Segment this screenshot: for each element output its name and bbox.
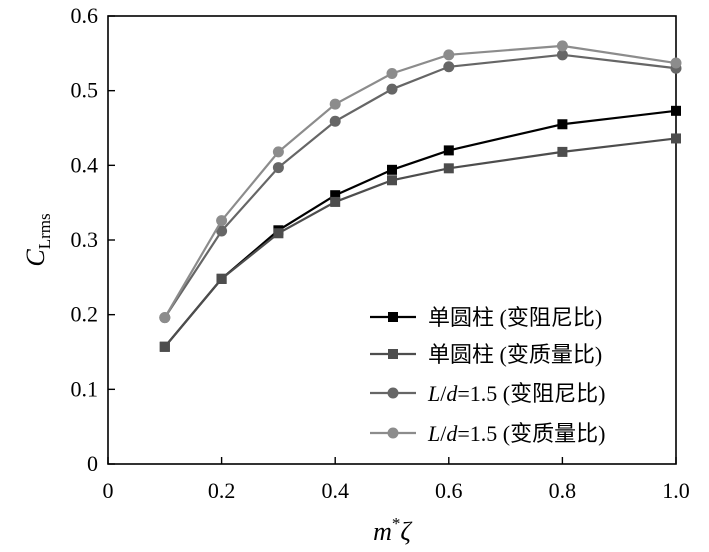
y-tick-label: 0.2 [71, 302, 99, 327]
data-point [556, 49, 568, 61]
y-tick-label: 0.5 [71, 78, 99, 103]
data-point [387, 164, 397, 175]
legend-item-3: L/d=1.5 (变质量比) [370, 421, 605, 446]
data-point [557, 146, 568, 157]
data-point [443, 49, 455, 61]
legend-label-1-suffix: (变质量比) [494, 342, 602, 367]
x-tick-label: 0.6 [435, 478, 463, 503]
data-point [443, 61, 455, 73]
data-point [272, 146, 284, 158]
x-tick-label: 0.4 [321, 478, 349, 503]
data-point [216, 215, 228, 227]
legend-label-3-l: L [427, 421, 440, 446]
series-2 [159, 49, 682, 324]
series-3 [159, 40, 682, 324]
data-point [671, 133, 681, 144]
legend-label-0: 单圆柱 (变阻尼比) [428, 305, 602, 331]
data-point [670, 57, 682, 69]
legend-label-3: L/d=1.5 (变质量比) [427, 421, 605, 446]
x-axis-title-tail: ζ [400, 517, 412, 546]
legend-label-1: 单圆柱 (变质量比) [428, 342, 602, 368]
series-layer [159, 40, 682, 352]
legend-label-2-suffix: =1.5 (变阻尼比) [457, 381, 605, 406]
legend-label-3-slash: / [440, 421, 447, 446]
legend: 单圆柱 (变阻尼比) 单圆柱 (变质量比) L/d=1.5 (变阻尼比) L/d… [370, 305, 605, 446]
data-point [216, 225, 228, 237]
series-line-3 [163, 44, 677, 319]
legend-item-0: 单圆柱 (变阻尼比) [370, 305, 602, 331]
x-tick-label: 1.0 [662, 478, 690, 503]
legend-label-2-l: L [427, 381, 440, 406]
y-tick-label: 0.4 [71, 152, 99, 177]
y-tick-label: 0.1 [71, 376, 99, 401]
data-point [443, 145, 454, 156]
data-point [330, 190, 341, 201]
legend-label-3-d: d [446, 421, 458, 446]
y-tick-label: 0.3 [71, 227, 99, 252]
legend-item-2: L/d=1.5 (变阻尼比) [370, 381, 605, 406]
y-tick-label: 0 [87, 451, 98, 476]
data-point [330, 196, 341, 207]
y-axis-title-sub: Lrms [35, 213, 54, 249]
data-point [216, 273, 227, 284]
x-axis-title-base: m [373, 517, 392, 546]
legend-label-0-prefix: 单圆柱 [428, 306, 494, 331]
series-0 [159, 105, 681, 352]
data-point [272, 162, 284, 174]
series-1 [159, 133, 681, 352]
data-point [159, 312, 171, 324]
data-point [387, 175, 397, 186]
x-axis-title: m*ζ [373, 514, 412, 546]
data-point [386, 67, 398, 79]
data-point [273, 228, 284, 239]
x-tick-label: 0.8 [549, 478, 577, 503]
y-axis-title: CLrms [21, 213, 54, 266]
y-axis-title-base: C [21, 249, 50, 267]
x-tick-label: 0.2 [208, 478, 236, 503]
legend-label-1-prefix: 单圆柱 [428, 343, 494, 368]
data-point [329, 98, 341, 110]
data-point [159, 341, 170, 352]
legend-label-2: L/d=1.5 (变阻尼比) [427, 381, 605, 406]
series-line-1 [163, 137, 677, 348]
data-point [671, 105, 681, 116]
data-point [329, 115, 341, 127]
legend-label-2-d: d [446, 381, 458, 406]
x-axis-title-sup: * [392, 514, 401, 533]
data-point [556, 40, 568, 52]
legend-label-3-suffix: =1.5 (变质量比) [457, 421, 605, 446]
data-point [386, 83, 398, 95]
data-point [443, 163, 454, 174]
data-point [557, 119, 568, 130]
series-line-2 [163, 53, 677, 319]
axis-ticks: 0 0.2 0.4 0.6 0.8 1.0 0 0.1 0.2 0.3 0.4 0.5 0.6 [71, 3, 690, 503]
legend-item-1: 单圆柱 (变质量比) [370, 342, 602, 368]
legend-label-0-suffix: (变阻尼比) [494, 305, 602, 330]
y-tick-label: 0.6 [71, 3, 99, 28]
x-tick-label: 0 [103, 478, 114, 503]
legend-label-2-slash: / [440, 381, 447, 406]
